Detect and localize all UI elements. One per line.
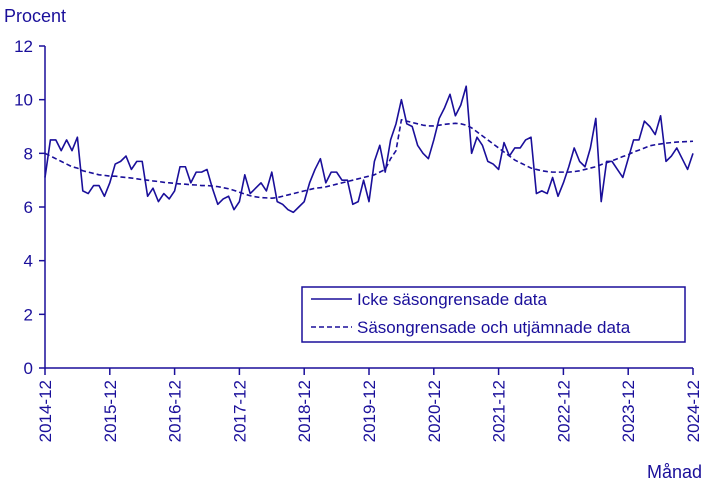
x-axis: 2014-12 2015-12 2016-12 2017-12 2018-12 2019-… [36, 367, 703, 442]
legend: Icke säsongrensade data Säsongrensade oc… [301, 286, 686, 343]
x-tick-label: 2015-12 [101, 380, 120, 442]
y-tick-label: 4 [24, 252, 33, 271]
series-line-sasongrensade-utjamnade [44, 118, 694, 199]
legend-box [301, 286, 686, 343]
x-tick-label: 2023-12 [619, 380, 638, 442]
x-tick-label: 2019-12 [360, 380, 379, 442]
x-tick-label: 2022-12 [554, 380, 573, 442]
y-tick-label: 8 [24, 144, 33, 163]
legend-label-icke-sasongrensade: Icke säsongrensade data [357, 290, 548, 309]
y-tick-label: 0 [24, 359, 33, 378]
y-tick-label: 6 [24, 198, 33, 217]
y-axis-label: Procent [4, 6, 66, 26]
x-tick-label: 2020-12 [425, 380, 444, 442]
x-tick-label: 2024-12 [684, 380, 703, 442]
legend-label-sasongrensade-utjamnade: Säsongrensade och utjämnade data [357, 318, 631, 337]
x-tick-label: 2017-12 [230, 380, 249, 442]
y-tick-label: 2 [24, 305, 33, 324]
x-axis-label: Månad [647, 462, 702, 482]
y-tick-label: 12 [14, 37, 33, 56]
y-axis: 0 2 4 6 8 10 12 [14, 37, 46, 378]
x-tick-label: 2018-12 [295, 380, 314, 442]
y-tick-label: 10 [14, 91, 33, 110]
x-tick-label: 2021-12 [490, 380, 509, 442]
series-group [44, 85, 694, 214]
x-tick-label: 2016-12 [166, 380, 185, 442]
series-line-icke-sasongrensade [44, 85, 694, 214]
x-tick-label: 2014-12 [36, 380, 55, 442]
